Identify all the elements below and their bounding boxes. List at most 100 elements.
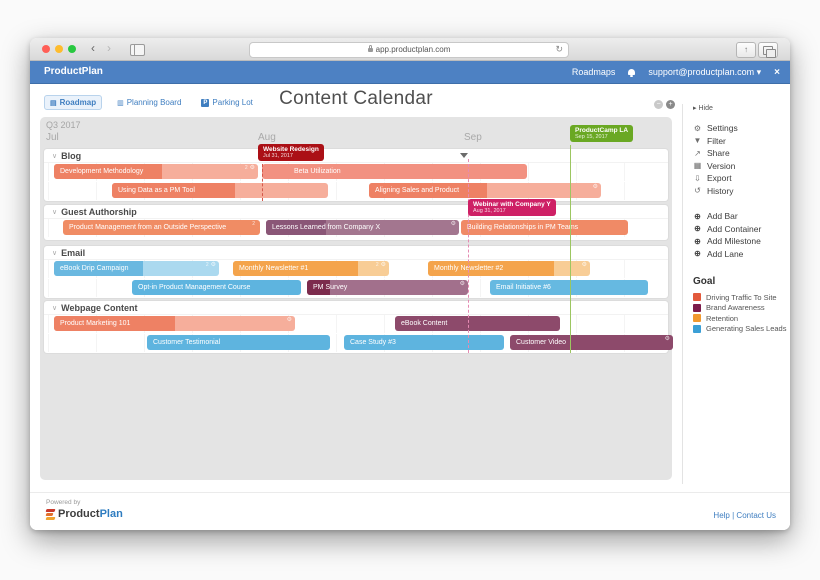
legend-label: Driving Traffic To Site xyxy=(706,292,777,302)
bar-ebook-content[interactable]: eBook Content xyxy=(395,316,560,331)
lane-header-guest-authorship[interactable]: ∨ Guest Authorship xyxy=(44,205,668,219)
add-milestone-icon: ⊕ xyxy=(694,236,701,246)
sidebar-item-version[interactable]: ▦ Version xyxy=(693,160,790,173)
hide-arrow-icon: ▸ xyxy=(693,105,697,112)
sidebar-item-add-milestone[interactable]: ⊕ Add Milestone xyxy=(693,235,790,248)
bar-end-icons: ⚙ xyxy=(451,220,456,229)
bar-development-methodology[interactable]: Development Methodology 2 ⚙ xyxy=(54,164,258,179)
tab-roadmap[interactable]: ▤ Roadmap xyxy=(44,95,103,110)
bar-progress xyxy=(233,261,358,276)
bar-ebook-drip-campaign[interactable]: eBook Drip Campaign 2 ⚙ xyxy=(54,261,219,276)
bar-label: Product Management from an Outside Persp… xyxy=(69,224,227,231)
bar-badge: 2 xyxy=(252,221,255,227)
bar-product-marketing-101[interactable]: Product Marketing 101 ⚙ xyxy=(54,316,295,331)
legend-label: Brand Awareness xyxy=(706,303,765,313)
gear-icon[interactable]: ⚙ xyxy=(249,165,255,171)
gear-icon[interactable]: ⚙ xyxy=(210,262,216,268)
chevron-down-icon: ∨ xyxy=(52,208,58,216)
sidebar-item-label: Add Container xyxy=(707,223,762,234)
sidebar-item-share[interactable]: ↗ Share xyxy=(693,147,790,160)
notifications-bell-icon[interactable] xyxy=(628,69,636,77)
account-menu[interactable]: support@productplan.com ▾ xyxy=(648,66,762,77)
bar-aligning-sales-and-product[interactable]: Aligning Sales and Product ⚙ xyxy=(369,183,601,198)
legend-item-retention: Retention xyxy=(693,313,790,324)
gear-icon[interactable]: ⚙ xyxy=(664,336,670,342)
gear-icon[interactable]: ⚙ xyxy=(592,184,598,190)
nav-roadmaps[interactable]: Roadmaps xyxy=(571,67,616,77)
zoom-in-button[interactable]: + xyxy=(666,100,675,109)
lane-header-email[interactable]: ∨ Email xyxy=(44,246,668,260)
lane-guest-authorship: ∨ Guest Authorship Product Management from… xyxy=(44,205,668,240)
bar-end-icons: 2 ⚙ xyxy=(206,261,216,270)
hide-sidebar-control[interactable]: ▸ Hide xyxy=(693,105,713,112)
planning-board-icon: ▥ xyxy=(117,99,124,107)
lane-header-blog[interactable]: ∨ Blog xyxy=(44,149,668,163)
productplan-brand[interactable]: ProductPlan xyxy=(44,66,103,77)
share-button[interactable]: ↑ xyxy=(736,42,756,58)
gear-icon[interactable]: ⚙ xyxy=(581,262,587,268)
lane-name: Blog xyxy=(61,150,82,161)
close-window-button[interactable] xyxy=(42,45,50,53)
tabs-overview-button[interactable] xyxy=(758,42,778,58)
sidebar-item-add-container[interactable]: ⊕ Add Container xyxy=(693,223,790,236)
bar-progress xyxy=(54,316,175,331)
legend-label: Generating Sales Leads xyxy=(706,324,787,334)
bar-product-management-from-an-outside-perspective[interactable]: Product Management from an Outside Persp… xyxy=(63,220,260,235)
milestone-title: ProductCamp LA xyxy=(575,127,629,134)
zoom-window-button[interactable] xyxy=(68,45,76,53)
bar-case-study-3[interactable]: Case Study #3 xyxy=(344,335,504,350)
milestone-website-redesign[interactable]: Website Redesign Jul 31, 2017 xyxy=(258,144,324,161)
header-x-icon[interactable]: × xyxy=(774,66,780,78)
bar-label: Opt-in Product Management Course xyxy=(138,284,251,291)
bar-monthly-newsletter-1[interactable]: Monthly Newsletter #1 2 ⚙ xyxy=(233,261,389,276)
tab-parking-lot[interactable]: P Parking Lot xyxy=(196,96,257,109)
bar-pm-survey[interactable]: PM Survey ⚙ xyxy=(307,280,468,295)
bar-progress xyxy=(428,261,555,276)
bar-building-relationships-in-pm-teams[interactable]: Building Relationships in PM Teams xyxy=(461,220,628,235)
sidebar-item-add-lane[interactable]: ⊕ Add Lane xyxy=(693,248,790,261)
gear-icon[interactable]: ⚙ xyxy=(286,317,292,323)
bar-email-initiative-6[interactable]: Email Initiative #6 xyxy=(490,280,648,295)
tab-planning-board[interactable]: ▥ Planning Board xyxy=(112,96,186,109)
bar-opt-in-product-management-course[interactable]: Opt-in Product Management Course xyxy=(132,280,301,295)
sidebar-item-add-bar[interactable]: ⊕ Add Bar xyxy=(693,210,790,223)
bar-label: Building Relationships in PM Teams xyxy=(467,224,579,231)
lane-row: Product Management from an Outside Persp… xyxy=(44,219,668,237)
bar-end-icons: 2 ⚙ xyxy=(376,261,386,270)
bar-customer-video[interactable]: Customer Video ⚙ xyxy=(510,335,673,350)
sidebar-item-history[interactable]: ↺ History xyxy=(693,185,790,198)
lane-name: Guest Authorship xyxy=(61,206,137,217)
sidebar-toggle-icon[interactable] xyxy=(130,44,145,56)
sidebar-item-export[interactable]: ⇩ Export xyxy=(693,172,790,185)
sidebar-item-label: Add Bar xyxy=(707,211,738,222)
bar-beta-utilization[interactable]: Beta Utilization xyxy=(262,164,527,179)
contact-us-link[interactable]: Contact Us xyxy=(736,511,776,520)
gear-icon[interactable]: ⚙ xyxy=(380,262,386,268)
sidebar-item-label: Add Milestone xyxy=(707,236,761,247)
forward-button[interactable]: › xyxy=(107,41,111,55)
url-bar[interactable]: app.productplan.com ↻ xyxy=(249,42,569,58)
bar-using-data-as-a-pm-tool[interactable]: Using Data as a PM Tool xyxy=(112,183,328,198)
zoom-out-button[interactable]: − xyxy=(654,100,663,109)
gear-icon[interactable]: ⚙ xyxy=(459,281,465,287)
version-icon: ▦ xyxy=(693,161,702,171)
refresh-icon[interactable]: ↻ xyxy=(555,44,563,54)
gear-icon[interactable]: ⚙ xyxy=(450,221,456,227)
back-button[interactable]: ‹ xyxy=(91,41,95,55)
productplan-footer-logo[interactable]: ProductPlan xyxy=(45,508,123,520)
bar-monthly-newsletter-2[interactable]: Monthly Newsletter #2 ⚙ xyxy=(428,261,590,276)
bar-label: Email Initiative #6 xyxy=(496,284,551,291)
bar-progress xyxy=(307,280,330,295)
bar-customer-testimonial[interactable]: Customer Testimonial xyxy=(147,335,330,350)
lane-header-webpage-content[interactable]: ∨ Webpage Content xyxy=(44,301,668,315)
minimize-window-button[interactable] xyxy=(55,45,63,53)
sidebar-item-label: Filter xyxy=(707,135,726,146)
sidebar-item-filter[interactable]: ▼ Filter xyxy=(693,135,790,148)
milestone-productcamp-la[interactable]: ProductCamp LA Sep 15, 2017 xyxy=(570,125,634,142)
help-link[interactable]: Help xyxy=(713,511,730,520)
sidebar-item-settings[interactable]: ⚙ Settings xyxy=(693,122,790,135)
bar-lessons-learned-from-company-x[interactable]: Lessons Learned from Company X ⚙ xyxy=(266,220,459,235)
bar-badge: 2 xyxy=(244,165,248,171)
milestone-webinar-with-company-y[interactable]: Webinar with Company Y Aug 31, 2017 xyxy=(468,199,556,216)
